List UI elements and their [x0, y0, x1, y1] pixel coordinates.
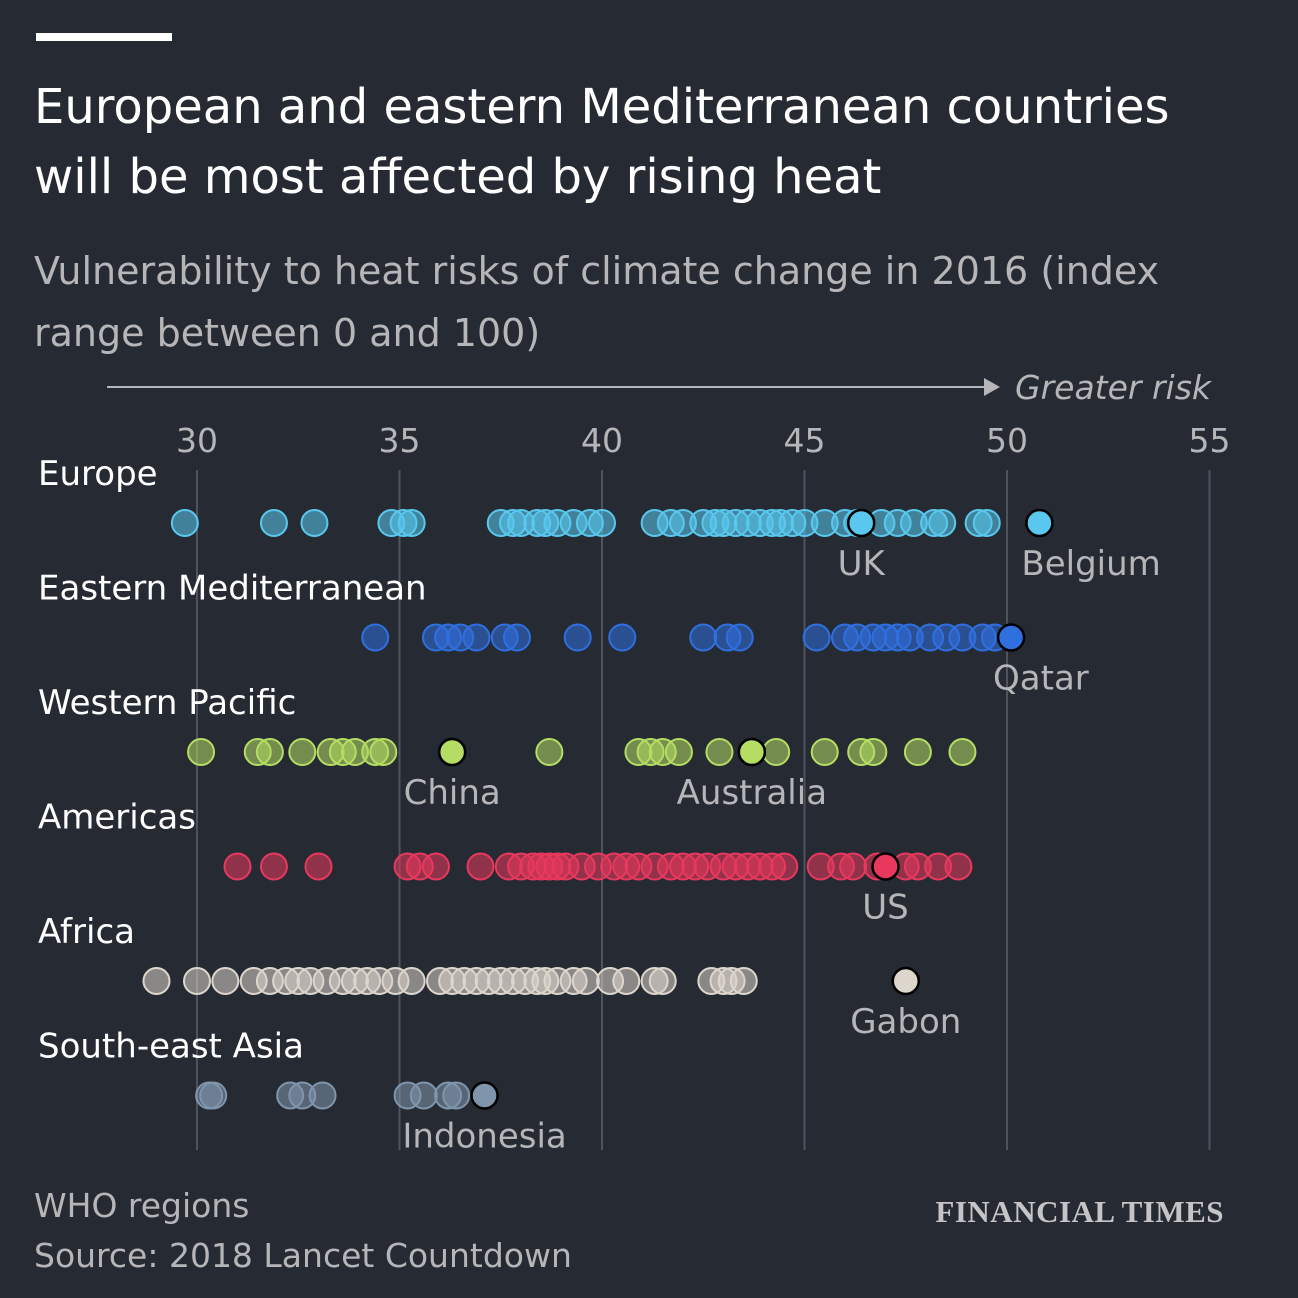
footer-source: Source: 2018 Lancet Countdown: [34, 1236, 572, 1275]
highlight-label-belgium: Belgium: [1021, 544, 1160, 584]
region-label-americas: Americas: [38, 798, 196, 838]
chart-subtitle: Vulnerability to heat risks of climate c…: [34, 249, 1160, 355]
title-accent-bar: [36, 33, 172, 41]
tick-label-45: 45: [784, 421, 826, 460]
dot-south-east-asia: [199, 1081, 228, 1110]
chart-title: European and eastern Mediterranean count…: [34, 79, 1170, 205]
dot-americas: [421, 852, 450, 881]
dot-western-pacific: [810, 738, 839, 766]
ft-logo: FINANCIAL TIMES: [935, 1194, 1224, 1229]
dot-americas: [944, 852, 973, 881]
dot-eastern-mediterranean: [563, 623, 592, 652]
dot-americas: [839, 852, 868, 881]
region-label-western-pacific: Western Pacific: [38, 683, 296, 723]
dot-western-pacific: [859, 738, 888, 766]
dot-south-east-asia: [308, 1081, 337, 1110]
dot-eastern-mediterranean: [802, 623, 831, 652]
dot-western-pacific: [664, 738, 693, 766]
highlight-dot-gabon: [891, 966, 920, 996]
dot-europe: [170, 509, 199, 537]
tick-label-30: 30: [176, 421, 218, 460]
dot-eastern-mediterranean: [502, 623, 531, 652]
dot-africa: [211, 967, 240, 995]
region-label-south-east-asia: South-east Asia: [38, 1027, 304, 1067]
highlight-dot-indonesia: [470, 1081, 499, 1110]
dot-africa: [183, 967, 211, 995]
dot-south-east-asia: [442, 1081, 471, 1110]
dot-europe: [300, 509, 329, 537]
highlight-label-us: US: [862, 888, 908, 928]
highlight-dot-qatar: [996, 623, 1026, 652]
dot-americas: [259, 852, 288, 881]
dot-americas: [304, 852, 333, 881]
dot-western-pacific: [948, 738, 977, 766]
tick-label-35: 35: [379, 421, 421, 460]
highlight-dot-us: [871, 852, 900, 881]
dot-western-pacific: [369, 738, 398, 766]
tick-label-50: 50: [986, 421, 1028, 460]
highlight-label-qatar: Qatar: [993, 659, 1089, 699]
dot-western-pacific: [535, 738, 564, 766]
dot-western-pacific: [255, 738, 284, 766]
footer-note: WHO regions: [34, 1186, 250, 1225]
dot-africa: [648, 967, 677, 995]
dot-americas: [223, 852, 252, 881]
dot-western-pacific: [705, 738, 734, 766]
highlight-dot-australia: [737, 737, 767, 767]
dot-africa: [729, 967, 758, 995]
highlight-dot-belgium: [1025, 508, 1054, 538]
dot-eastern-mediterranean: [689, 623, 718, 652]
tick-label-55: 55: [1189, 421, 1231, 460]
highlight-label-uk: UK: [838, 544, 887, 584]
highlight-label-gabon: Gabon: [850, 1002, 961, 1042]
dot-eastern-mediterranean: [608, 623, 637, 652]
dot-americas: [466, 852, 495, 881]
dot-eastern-mediterranean: [361, 623, 390, 652]
highlight-dot-uk: [846, 508, 876, 538]
dot-americas: [770, 852, 799, 881]
greater-risk-label: Greater risk: [1015, 368, 1213, 407]
dot-eastern-mediterranean: [462, 623, 491, 652]
dot-europe: [588, 509, 616, 537]
highlight-label-australia: Australia: [677, 773, 827, 813]
tick-label-40: 40: [581, 421, 623, 460]
dot-africa: [612, 967, 641, 995]
dot-europe: [928, 509, 957, 537]
beeswarm-chart: Greater risk 30 35 40 45 50 55 Europe UK Belgium E…: [38, 368, 1231, 1157]
dot-africa: [571, 967, 600, 995]
dot-western-pacific: [903, 738, 932, 766]
highlight-dot-china: [437, 737, 467, 767]
dot-europe: [397, 509, 426, 537]
region-label-europe: Europe: [38, 454, 158, 494]
dot-africa: [142, 967, 171, 995]
region-label-eastern-mediterranean: Eastern Mediterranean: [38, 569, 427, 609]
dot-africa: [397, 967, 426, 995]
highlight-label-china: China: [404, 773, 501, 813]
dot-europe: [259, 509, 288, 537]
region-label-africa: Africa: [38, 912, 135, 952]
dot-western-pacific: [187, 738, 216, 766]
highlight-label-indonesia: Indonesia: [402, 1117, 566, 1157]
dot-western-pacific: [762, 738, 791, 766]
dot-western-pacific: [288, 738, 317, 766]
dot-south-east-asia: [409, 1081, 438, 1110]
dot-europe: [972, 509, 1001, 537]
dot-eastern-mediterranean: [725, 623, 754, 652]
greater-risk-arrow-head: [984, 378, 1000, 396]
